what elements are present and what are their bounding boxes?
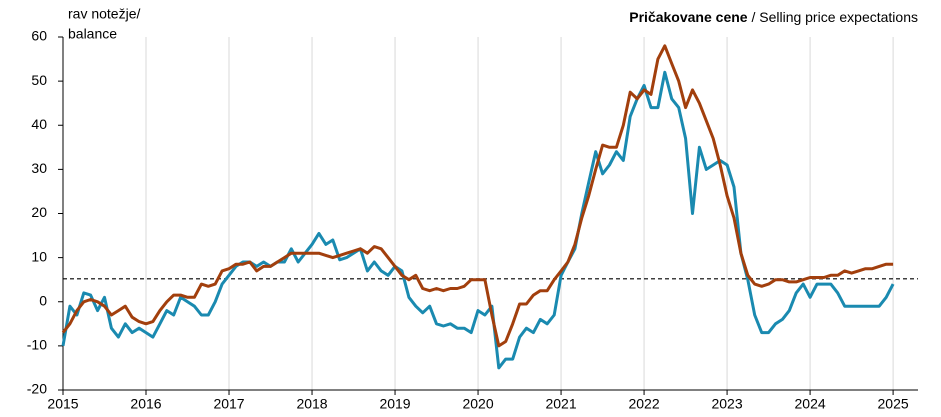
- x-tick-label: 2016: [130, 396, 161, 412]
- subtitle: / Selling price expectations: [751, 9, 918, 25]
- y-axis-label: rav notežje/: [68, 6, 140, 22]
- y-tick-label: 20: [31, 204, 47, 220]
- x-tick-label: 2019: [379, 396, 410, 412]
- x-tick-label: 2015: [47, 396, 78, 412]
- y-tick-label: -20: [27, 381, 47, 397]
- x-tick-label: 2025: [878, 396, 909, 412]
- y-tick-label: 30: [31, 160, 47, 176]
- title: Pričakovane cene: [629, 9, 748, 25]
- x-tick-label: 2023: [711, 396, 742, 412]
- x-tick-label: 2018: [296, 396, 327, 412]
- y-tick-label: 50: [31, 72, 47, 88]
- y-tick-label: 40: [31, 116, 47, 132]
- x-tick-label: 2017: [213, 396, 244, 412]
- y-tick-label: 0: [39, 292, 47, 308]
- y-tick-label: -10: [27, 337, 47, 353]
- x-tick-label: 2024: [795, 396, 826, 412]
- chart-title: Pričakovane cene / Selling price expecta…: [629, 9, 918, 25]
- y-axis-label: balance: [68, 26, 117, 42]
- series-line: [61, 70, 895, 370]
- y-tick-label: 60: [31, 28, 47, 44]
- x-tick-label: 2021: [545, 396, 576, 412]
- x-tick-label: 2022: [628, 396, 659, 412]
- series-line: [61, 44, 894, 348]
- y-tick-label: 10: [31, 248, 47, 264]
- x-tick-label: 2020: [462, 396, 493, 412]
